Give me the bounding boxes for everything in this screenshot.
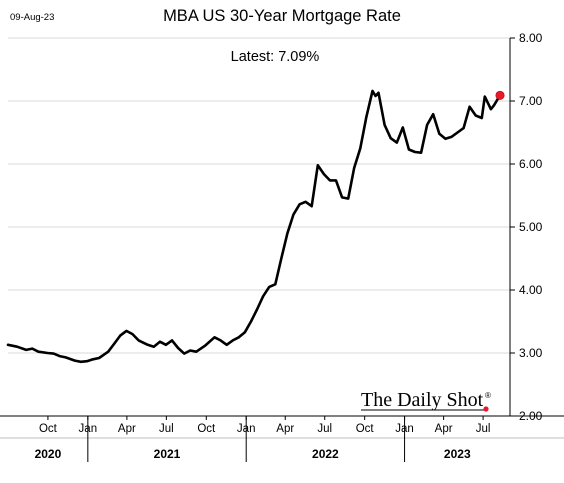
y-tick-label: 6.00 — [519, 157, 543, 171]
x-tick-label: Oct — [197, 423, 216, 435]
x-axis: Oct Jan Apr Jul Oct Jan Apr Jul Oct Jan Apr Jul2020… — [0, 415, 564, 462]
date-stamp: 09-Aug-23 — [10, 12, 54, 23]
y-tick-label: 4.00 — [519, 283, 543, 297]
gridlines — [8, 37, 510, 354]
x-tick-label: Jul — [317, 423, 332, 435]
watermark-dot — [483, 406, 489, 412]
x-tick-label: Apr — [118, 423, 136, 435]
year-label: 2023 — [444, 447, 471, 461]
x-tick-label: Oct — [39, 423, 58, 435]
year-label: 2022 — [312, 447, 339, 461]
series-line — [6, 89, 502, 364]
y-tick-label: 5.00 — [519, 220, 543, 234]
watermark-registered-mark: ® — [485, 391, 491, 400]
watermark-text: The Daily Shot — [361, 389, 484, 411]
year-label: 2020 — [35, 447, 62, 461]
y-tick-label: 3.00 — [519, 346, 543, 360]
x-tick-label: Apr — [276, 423, 294, 435]
y-tick-label: 8.00 — [519, 31, 543, 45]
year-label: 2021 — [154, 447, 181, 461]
x-tick-label: Apr — [435, 423, 453, 435]
plot-area — [6, 89, 505, 364]
x-tick-label: Jul — [476, 423, 491, 435]
x-tick-label: Oct — [356, 423, 375, 435]
x-tick-label: Jul — [159, 423, 174, 435]
chart-title: MBA US 30-Year Mortgage Rate — [163, 7, 401, 25]
latest-annotation: Latest: 7.09% — [231, 49, 320, 65]
y-tick-label: 7.00 — [519, 94, 543, 108]
latest-point — [495, 90, 505, 100]
watermark: The Daily Shot ® — [361, 389, 491, 412]
